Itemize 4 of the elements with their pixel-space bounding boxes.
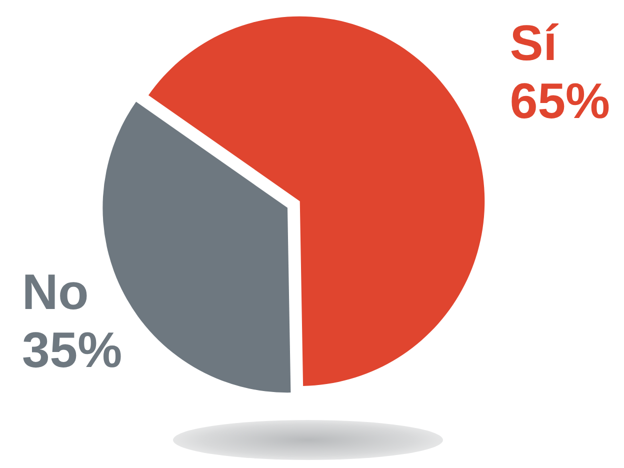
slice-label: Sí <box>510 15 560 71</box>
data-label: 35% <box>22 322 122 378</box>
slice-label: No <box>22 264 89 320</box>
data-label: 65% <box>510 73 610 129</box>
